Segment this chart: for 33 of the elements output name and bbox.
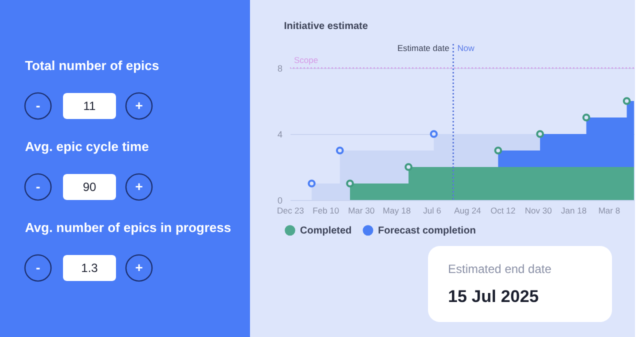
chart-title: Initiative estimate	[284, 21, 368, 32]
text: +	[135, 98, 144, 113]
x-tick-label: Oct 12	[490, 206, 516, 216]
text: +	[135, 179, 144, 194]
x-tick-label: Feb 10	[312, 206, 340, 216]
x-tick-label: Mar 30	[348, 206, 375, 216]
x-tick-label: Aug 24	[454, 206, 482, 216]
x-tick-label: Dec 23	[277, 206, 304, 216]
text: Total number of epics	[25, 58, 160, 73]
ref-line-label: Estimate date	[397, 43, 450, 53]
text: Estimated end date	[448, 262, 552, 276]
text: 11	[83, 99, 96, 113]
y-tick-label: 0	[277, 196, 282, 206]
x-tick-label: Jul 6	[423, 206, 442, 216]
ref-line-label: Scope	[294, 55, 318, 65]
text: -	[36, 98, 40, 113]
legend-label: Completed	[300, 225, 352, 236]
text: +	[135, 260, 144, 275]
x-tick-label: Jan 18	[561, 206, 587, 216]
text: Avg. number of epics in progress	[25, 220, 232, 235]
x-tick-label: Mar 8	[598, 206, 620, 216]
x-tick-label: May 18	[382, 206, 411, 216]
x-tick-label: Nov 30	[524, 206, 552, 216]
y-tick-label: 8	[277, 64, 282, 74]
text: -	[36, 179, 40, 194]
legend-label: Forecast completion	[378, 225, 476, 236]
text: 90	[82, 180, 96, 194]
y-tick-label: 4	[277, 130, 282, 140]
text: -	[36, 260, 40, 275]
ref-line-label: Now	[457, 43, 476, 53]
text: 1.3	[81, 261, 98, 275]
text: Avg. epic cycle time	[25, 139, 149, 154]
text: 15 Jul 2025	[448, 287, 539, 306]
